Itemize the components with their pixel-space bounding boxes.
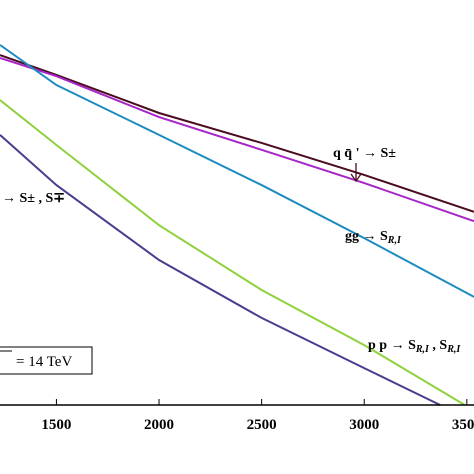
annotation-sub: R,I [387, 235, 402, 246]
annotation-text: p p → S [368, 338, 416, 353]
x-tick-label: 2500 [247, 417, 277, 433]
series-line [0, 44, 474, 298]
annotation: q q̄ ' → S± [333, 146, 396, 161]
annotation-text: gg → S [345, 229, 388, 244]
x-tick-label: 1500 [41, 417, 71, 433]
x-tick-label: 3500 [452, 417, 474, 433]
annotation: → S± , S∓ [2, 191, 65, 206]
series-line [0, 99, 466, 406]
x-tick-label: 2000 [144, 417, 174, 433]
plot-area [0, 44, 474, 406]
series-line [0, 134, 441, 406]
arrow [350, 163, 362, 183]
series-line [0, 54, 474, 213]
annotation: p p → SR,I , SR,I [368, 338, 461, 355]
series-line [0, 56, 474, 223]
annotation: gg → SR,I [345, 229, 402, 246]
annotation-sub: R,I [446, 344, 461, 355]
x-tick-label: 3000 [349, 417, 379, 433]
annotation-sub: R,I [415, 344, 430, 355]
annotation: = 14 TeV [16, 354, 72, 370]
energy-box [0, 346, 93, 375]
annotation-text: , S [429, 338, 448, 353]
